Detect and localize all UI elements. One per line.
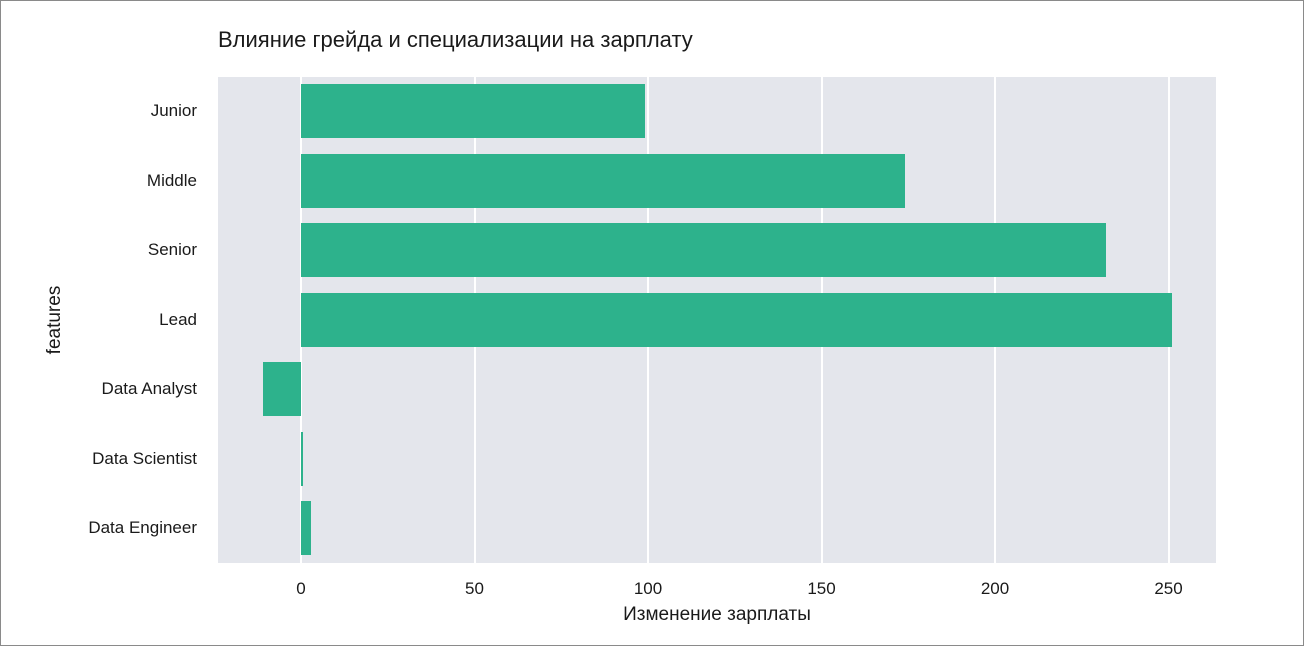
bar-middle [301, 153, 905, 208]
y-tick-label: Lead [159, 309, 197, 329]
bar-data-scientist [301, 431, 303, 486]
bar-junior [301, 84, 645, 138]
x-axis-title: Изменение зарплаты [623, 604, 811, 625]
y-tick-label: Middle [146, 170, 197, 190]
x-tick-label: 100 [633, 579, 663, 598]
bar-data-engineer [301, 501, 312, 555]
bar-data-analyst [262, 362, 301, 416]
x-tick-label: 250 [1154, 579, 1183, 598]
x-tick-label: 200 [980, 579, 1010, 598]
plot-area [218, 77, 1216, 563]
y-tick-label: Data Scientist [92, 448, 197, 468]
x-tick-label: 150 [807, 579, 836, 598]
bar-lead [301, 292, 1172, 347]
y-axis-title: features [44, 285, 65, 355]
x-tick-label: 0 [296, 579, 306, 598]
bar-senior [301, 223, 1107, 277]
y-tick-label: Junior [150, 101, 197, 120]
y-tick-label: Data Engineer [88, 518, 197, 537]
chart-title: Влияние грейда и специализации на зарпла… [218, 27, 693, 52]
y-tick-label: Data Analyst [101, 379, 197, 398]
y-tick-label: Senior [147, 240, 197, 259]
x-tick-label: 50 [465, 579, 484, 598]
